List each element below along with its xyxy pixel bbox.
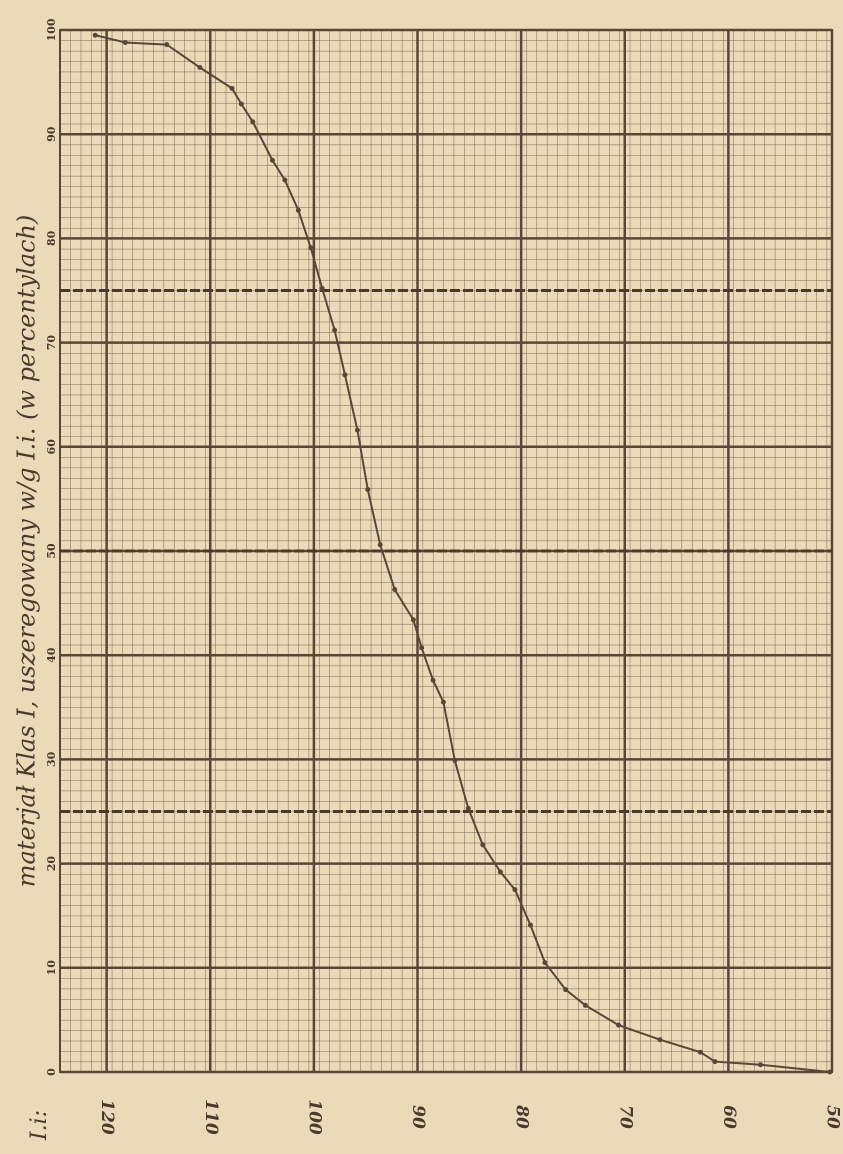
x-tick-label: 100: [304, 1099, 324, 1135]
data-point: [757, 1062, 763, 1068]
data-point: [527, 922, 533, 928]
y-tick-label: 80: [45, 230, 58, 246]
x-tick-label: 60: [719, 1105, 739, 1129]
data-point: [712, 1059, 718, 1065]
x-tick-label: 70: [615, 1105, 635, 1129]
data-point: [440, 699, 446, 705]
data-point: [308, 245, 314, 251]
y-tick-label: 60: [45, 439, 58, 455]
data-point: [229, 85, 235, 91]
data-point: [392, 587, 398, 593]
x-tick-label: 80: [512, 1104, 532, 1129]
data-point: [92, 32, 98, 38]
x-tick-label: 50: [823, 1105, 843, 1129]
data-point: [269, 157, 275, 163]
y-tick-label: 40: [45, 647, 58, 663]
data-point: [365, 487, 371, 493]
data-point: [419, 645, 425, 651]
data-point: [542, 960, 548, 966]
data-point: [480, 842, 486, 848]
data-point: [410, 617, 416, 623]
y-tick-label: 30: [45, 751, 58, 767]
data-point: [827, 1069, 833, 1075]
data-point: [563, 987, 569, 993]
data-point: [512, 887, 518, 893]
data-point: [295, 207, 301, 213]
x-tick-label: 90: [408, 1105, 428, 1129]
data-point: [377, 542, 383, 548]
data-point: [465, 805, 471, 811]
data-point: [250, 119, 256, 125]
data-point: [430, 677, 436, 683]
data-point: [697, 1049, 703, 1055]
x-tick-label: 110: [201, 1099, 221, 1135]
data-point: [332, 327, 338, 333]
y-tick-label: 10: [45, 960, 58, 976]
data-point: [497, 869, 503, 875]
data-point: [319, 285, 325, 291]
data-point: [122, 40, 128, 46]
y-tick-label: 90: [45, 126, 58, 142]
data-point: [342, 372, 348, 378]
y-tick-label: 100: [45, 18, 58, 41]
y-tick-label: 50: [45, 543, 58, 559]
y-tick-label: 0: [45, 1068, 58, 1076]
chart-title: materjał Klas I, uszeregowany w/g I.i. (…: [13, 215, 41, 888]
data-point: [452, 757, 458, 763]
data-point: [164, 42, 170, 48]
data-point: [238, 101, 244, 107]
data-point: [354, 427, 360, 433]
data-point: [282, 177, 288, 183]
x-axis-label: I.i:: [27, 1110, 52, 1141]
data-point: [197, 65, 203, 71]
data-point: [616, 1022, 622, 1028]
data-point: [582, 1002, 588, 1008]
data-point: [657, 1037, 663, 1043]
y-tick-label: 70: [45, 335, 58, 351]
x-tick-label: 120: [97, 1099, 117, 1135]
y-tick-label: 20: [45, 856, 58, 872]
